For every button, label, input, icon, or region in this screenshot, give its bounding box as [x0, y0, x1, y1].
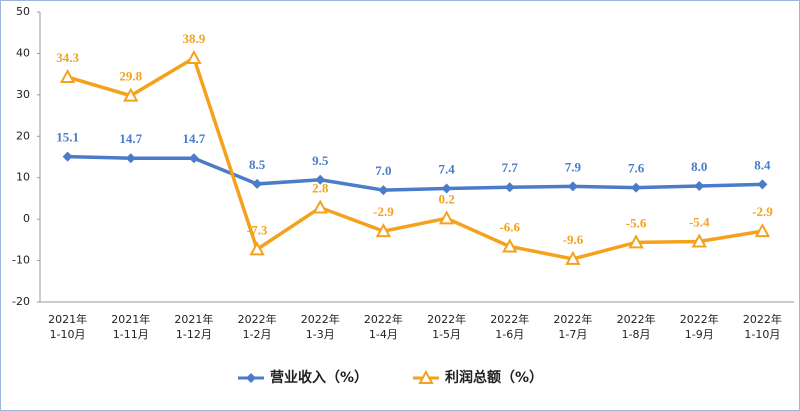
value-label: -2.9	[373, 204, 394, 219]
marker	[252, 178, 263, 189]
marker	[504, 182, 515, 193]
marker	[418, 369, 434, 384]
value-label: -9.6	[563, 232, 584, 247]
value-label: 7.0	[375, 163, 391, 178]
marker	[378, 185, 389, 196]
value-label: 8.0	[691, 159, 707, 174]
x-tick-label: 1-6月	[495, 328, 524, 341]
value-label: 9.5	[312, 153, 329, 168]
marker	[631, 182, 642, 193]
value-label: 7.6	[628, 161, 645, 176]
x-tick-label: 1-3月	[306, 328, 335, 341]
value-label: 34.3	[56, 50, 79, 65]
series-line	[67, 154, 763, 192]
value-label: 2.8	[312, 181, 329, 196]
value-label: -6.6	[499, 219, 520, 234]
marker	[186, 49, 202, 64]
marker	[123, 87, 139, 102]
marker	[59, 68, 76, 84]
series-line	[67, 55, 763, 261]
value-label: 38.9	[183, 31, 206, 46]
x-tick-label: 1-10月	[744, 328, 780, 341]
y-tick-label: 10	[16, 171, 30, 184]
marker	[438, 210, 455, 225]
value-label: 14.7	[183, 131, 206, 146]
marker	[312, 199, 328, 214]
legend-label: 营业收入（%）	[270, 369, 368, 386]
marker	[628, 234, 644, 249]
y-tick-label: -10	[12, 254, 30, 267]
value-label: -5.4	[689, 214, 710, 229]
value-label: 15.1	[56, 130, 79, 145]
value-label: -5.6	[626, 215, 647, 230]
x-tick-label: 2021年	[174, 312, 213, 326]
marker	[691, 233, 707, 248]
y-tick-label: 30	[16, 88, 30, 101]
legend-label: 利润总额（%）	[445, 369, 543, 386]
value-label: -2.9	[752, 204, 773, 219]
marker	[246, 373, 256, 383]
x-tick-label: 2022年	[238, 312, 277, 326]
x-tick-label: 2021年	[48, 312, 87, 326]
y-tick-label: 50	[16, 5, 30, 18]
x-tick-label: 1-8月	[622, 328, 651, 341]
marker	[125, 153, 136, 164]
marker	[754, 223, 771, 238]
x-tick-label: 2022年	[743, 312, 782, 326]
marker	[62, 151, 73, 162]
value-label: 7.4	[438, 161, 455, 176]
x-tick-label: 2022年	[617, 312, 656, 326]
marker	[502, 238, 518, 253]
x-tick-label: 2022年	[364, 312, 403, 326]
marker	[757, 179, 768, 190]
value-label: 29.8	[119, 69, 142, 84]
x-tick-label: 2022年	[680, 312, 719, 326]
x-tick-label: 2021年	[111, 312, 150, 326]
x-tick-label: 1-7月	[558, 328, 587, 341]
marker	[249, 241, 265, 256]
marker	[375, 223, 392, 238]
marker	[188, 153, 199, 164]
x-tick-label: 1-10月	[50, 328, 86, 341]
x-tick-label: 1-5月	[432, 328, 461, 341]
x-tick-label: 2022年	[553, 312, 592, 326]
value-label: 14.7	[119, 131, 142, 146]
x-tick-label: 2022年	[490, 312, 529, 326]
value-label: 8.4	[754, 157, 771, 172]
marker	[694, 181, 705, 191]
x-tick-label: 1-11月	[113, 328, 149, 341]
x-tick-label: 1-2月	[243, 328, 272, 341]
x-tick-label: 2022年	[427, 312, 466, 326]
x-tick-label: 1-4月	[369, 328, 398, 341]
marker	[441, 183, 452, 194]
marker	[315, 174, 326, 185]
x-tick-label: 2022年	[301, 312, 340, 326]
y-tick-label: 0	[23, 212, 30, 225]
value-label: -7.3	[247, 222, 268, 237]
value-label: 7.7	[502, 160, 519, 175]
marker	[567, 181, 578, 192]
value-label: 7.9	[565, 159, 582, 174]
y-tick-label: -20	[12, 295, 30, 308]
x-tick-label: 1-9月	[685, 328, 714, 341]
value-label: 8.5	[249, 157, 266, 172]
x-tick-label: 1-12月	[176, 328, 212, 341]
y-tick-label: 40	[16, 46, 30, 59]
marker	[565, 250, 581, 265]
y-tick-label: 20	[16, 129, 30, 142]
value-label: 0.2	[438, 191, 454, 206]
